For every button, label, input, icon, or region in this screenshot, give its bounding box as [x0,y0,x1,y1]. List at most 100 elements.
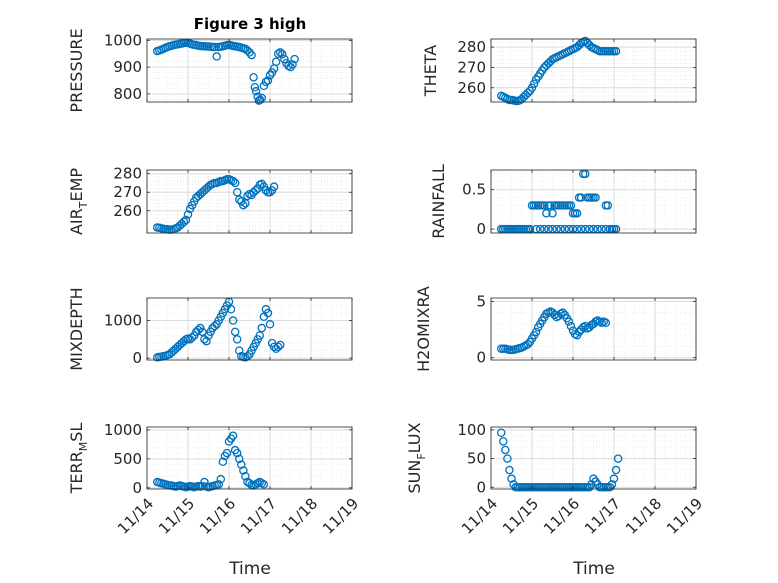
data-point [566,321,576,331]
data-point [523,88,533,98]
data-point [250,83,260,92]
y-tick-label: 0 [476,349,486,367]
data-point [198,327,207,337]
data-point [234,346,244,355]
axes-h2omixra: H2OMIXRA 0 5 [414,286,697,372]
data-point [228,431,238,440]
data-point [284,61,293,71]
x-tick-label: 11/15 [155,495,198,538]
y-tick-label: 1000 [104,312,142,330]
data-point [503,454,512,463]
data-point [566,201,576,210]
data-point [265,320,275,329]
data-point [280,54,289,64]
axes-sun-flux: SUNFLUX 0 50 100 11/1411/1511/1611/1711/181… [405,421,706,538]
y-tick-label: 260 [457,79,486,97]
y-tick-label: 100 [457,421,486,439]
data-point [572,209,582,218]
data-point [218,457,228,467]
data-point [247,50,256,60]
data-point [278,50,287,59]
data-point [251,186,260,195]
axes-box [146,297,353,361]
data-point [259,81,269,91]
data-point [265,187,275,197]
data-point [613,454,623,463]
axes-box [490,38,697,103]
y-tick-label: 0 [476,478,486,496]
data-point [542,209,551,218]
data-point [263,76,273,85]
data-point [558,308,568,317]
data-point [529,79,539,88]
data-point [202,336,211,346]
data-point [531,327,541,337]
x-tick-label: 11/14 [114,495,157,538]
data-point [546,201,555,210]
y-tick-label: 5 [476,292,486,310]
data-point [269,182,279,191]
data-point [210,42,219,52]
data-point [222,448,232,458]
y-tick-label: 260 [113,202,142,220]
data-point [273,49,283,58]
data-point [290,54,299,64]
data-point [228,316,238,325]
axes-box [146,169,353,234]
data-point [193,325,203,335]
x-tick-label: 11/17 [237,495,280,538]
x-tick-label: 11/19 [663,495,706,538]
y-tick-label: 0.5 [462,181,486,199]
x-tick-label: 11/14 [458,495,501,538]
y-tick-label: 280 [457,38,486,56]
data-point [527,83,537,93]
axes-mixdepth: MIXDEPTH 0 1000 [67,287,353,371]
data-point [261,77,271,87]
data-point [230,178,240,188]
axes-pressure: PRESSURE 800 900 1000 [67,28,353,113]
data-point [237,460,246,469]
y-tick-label: 900 [113,58,142,76]
data-point [239,466,248,475]
data-point [255,95,265,105]
ylabel-sun-flux: SUNFLUX [405,422,428,493]
data-point [216,474,226,484]
ylabel-theta: THETA [421,45,440,97]
y-tick-label: 0 [132,479,142,497]
data-point [603,201,613,210]
ylabel-h2omixra: H2OMIXRA [414,286,433,372]
y-tick-label: 280 [113,165,142,183]
axes-box [490,297,697,361]
data-point [564,317,574,326]
y-tick-label: 800 [113,85,142,103]
data-point [591,193,600,202]
y-tick-label: 50 [467,450,486,468]
axes-theta: THETA 260 270 280 [421,36,697,106]
ylabel-air-temp: AIRTEMP [67,168,90,235]
data-point [501,445,510,455]
data-point [232,448,242,458]
y-tick-label: 1000 [104,421,142,439]
x-tick-label: 11/18 [622,495,665,538]
data-point [257,93,267,103]
data-point [581,321,590,331]
data-point [232,335,242,344]
data-point [241,199,250,208]
ylabel-terr-msl: TERRMSL [67,423,90,495]
ylabel-rainfall: RAINFALL [429,164,448,239]
x-tick-label: 11/18 [278,495,321,538]
x-tick-label: 11/16 [196,495,239,538]
axes-terr-msl: TERRMSL 0500100011/1411/1511/1611/1711/1… [67,421,362,538]
data-point [228,176,238,186]
figure-title: Figure 3 high [194,15,307,33]
y-tick-label: 0 [476,220,486,238]
ylabel-mixdepth: MIXDEPTH [67,287,86,370]
xlabel-left: Time [228,559,271,579]
data-point [241,472,250,481]
y-tick-label: 0 [132,349,142,367]
data-point [499,437,508,446]
data-point [263,308,273,318]
data-point [183,210,193,219]
data-point [234,454,244,464]
